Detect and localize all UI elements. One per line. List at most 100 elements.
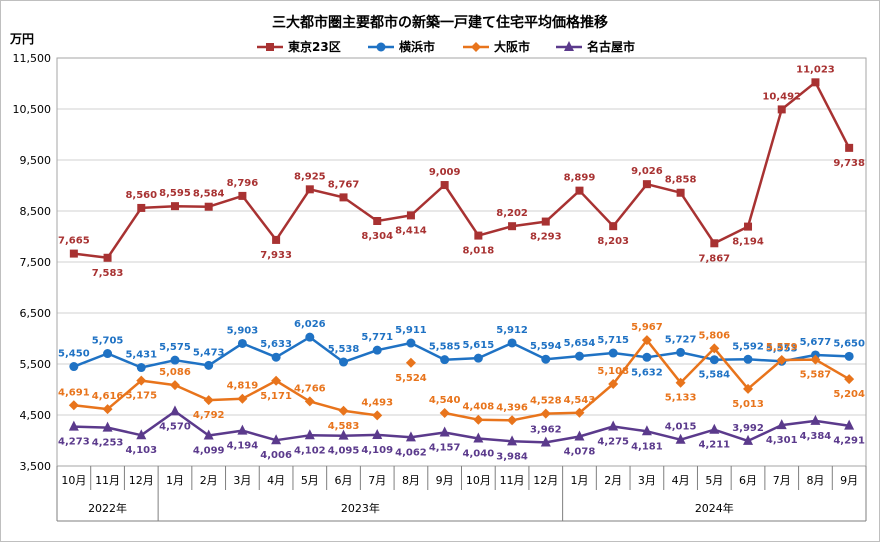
data-label: 5,204 xyxy=(833,389,865,400)
data-point-marker xyxy=(710,239,719,248)
series-lines xyxy=(68,78,855,447)
data-label: 5,171 xyxy=(260,391,292,402)
data-label: 8,018 xyxy=(463,246,495,257)
data-point-marker xyxy=(641,335,652,346)
data-label: 6,026 xyxy=(294,319,326,330)
data-point-marker xyxy=(136,375,147,386)
data-point-marker xyxy=(508,222,517,231)
data-point-marker xyxy=(439,407,450,418)
y-tick-label: 5,500 xyxy=(20,358,52,371)
data-label: 8,203 xyxy=(597,236,629,247)
y-tick-label: 3,500 xyxy=(20,460,52,473)
x-tick-label: 5月 xyxy=(705,474,723,487)
data-label: 5,431 xyxy=(125,350,157,361)
data-label: 5,585 xyxy=(429,342,461,353)
data-point-marker xyxy=(744,222,753,231)
data-label: 5,594 xyxy=(530,341,562,352)
data-label: 7,665 xyxy=(58,236,90,247)
data-label: 8,595 xyxy=(159,188,191,199)
x-tick-label: 10月 xyxy=(61,474,86,487)
data-label: 4,006 xyxy=(260,450,292,461)
legend-label: 横浜市 xyxy=(399,39,435,54)
data-point-marker xyxy=(574,351,584,361)
data-label: 5,592 xyxy=(732,341,764,352)
data-point-marker xyxy=(304,396,315,407)
data-label: 4,291 xyxy=(833,436,865,447)
data-label: 4,253 xyxy=(92,438,124,449)
data-label: 8,194 xyxy=(732,237,764,248)
data-label: 4,583 xyxy=(328,421,360,432)
data-label: 5,806 xyxy=(698,330,730,341)
data-label: 4,275 xyxy=(597,436,629,447)
x-tick-label: 10月 xyxy=(466,474,491,487)
data-label: 4,540 xyxy=(429,395,461,406)
data-label: 5,967 xyxy=(631,322,663,333)
data-point-marker xyxy=(608,378,619,389)
data-point-marker xyxy=(609,222,618,231)
data-point-marker xyxy=(675,377,686,388)
data-point-marker xyxy=(237,338,247,348)
data-label: 5,579 xyxy=(766,342,798,353)
legend-item: 横浜市 xyxy=(368,39,435,54)
data-label: 5,705 xyxy=(92,336,124,347)
data-label: 5,133 xyxy=(665,393,697,404)
data-point-marker xyxy=(507,338,517,348)
data-label: 4,015 xyxy=(665,422,697,433)
x-tick-label: 4月 xyxy=(672,474,690,487)
data-point-marker xyxy=(266,43,274,51)
data-point-marker xyxy=(642,352,652,362)
data-point-marker xyxy=(440,181,449,190)
data-label: 4,528 xyxy=(530,396,562,407)
data-point-marker xyxy=(777,105,786,114)
data-point-marker xyxy=(203,395,214,406)
data-point-marker xyxy=(845,143,854,152)
series-大阪市 xyxy=(68,335,855,426)
series-line xyxy=(73,335,850,369)
data-point-marker xyxy=(541,354,551,364)
y-tick-label: 9,500 xyxy=(20,154,52,167)
data-label: 3,962 xyxy=(530,424,562,435)
x-tick-label: 12月 xyxy=(129,474,154,487)
y-tick-label: 6,500 xyxy=(20,307,52,320)
data-label: 4,273 xyxy=(58,437,90,448)
data-point-marker xyxy=(540,436,551,447)
data-label: 4,396 xyxy=(496,402,528,413)
data-label: 4,109 xyxy=(361,445,393,456)
data-point-marker xyxy=(473,353,483,363)
data-point-marker xyxy=(574,430,585,441)
legend-label: 名古屋市 xyxy=(587,39,635,54)
data-point-marker xyxy=(540,408,551,419)
x-tick-label: 2月 xyxy=(200,474,218,487)
year-group-label: 2024年 xyxy=(695,501,734,515)
legend: 東京23区 横浜市 大阪市 名古屋市 xyxy=(257,39,635,54)
data-point-marker xyxy=(373,216,382,225)
x-tick-label: 9月 xyxy=(436,474,454,487)
data-label: 5,013 xyxy=(732,399,764,410)
data-point-marker xyxy=(102,421,113,432)
data-label: 4,103 xyxy=(125,445,157,456)
data-point-marker xyxy=(304,429,315,440)
data-point-marker xyxy=(271,375,282,386)
data-label: 8,899 xyxy=(564,173,596,184)
data-label: 5,912 xyxy=(496,325,528,336)
data-point-marker xyxy=(204,360,214,370)
data-label: 4,301 xyxy=(766,435,798,446)
data-point-marker xyxy=(169,405,180,416)
data-point-marker xyxy=(810,414,821,425)
data-label: 4,766 xyxy=(294,383,326,394)
data-label: 8,304 xyxy=(361,231,393,242)
data-label: 4,691 xyxy=(58,387,90,398)
series-line xyxy=(73,410,850,444)
data-label: 5,575 xyxy=(159,342,191,353)
data-point-marker xyxy=(574,407,585,418)
data-point-marker xyxy=(709,355,719,365)
data-point-marker xyxy=(676,188,685,197)
data-label: 8,414 xyxy=(395,225,427,236)
data-point-marker xyxy=(474,231,483,240)
data-label: 8,925 xyxy=(294,171,326,182)
data-point-marker xyxy=(776,419,787,430)
data-label: 5,650 xyxy=(833,338,865,349)
